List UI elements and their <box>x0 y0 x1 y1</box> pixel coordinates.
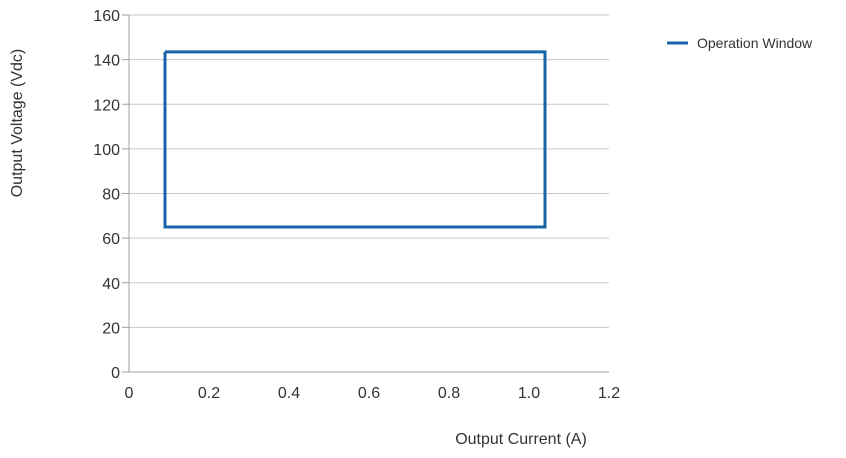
y-tick-labels: 0 20 40 60 80 100 120 140 160 <box>93 8 120 382</box>
x-tick-label: 0.2 <box>198 385 220 402</box>
y-tick-label: 80 <box>102 187 120 204</box>
y-tick-label: 0 <box>111 365 120 382</box>
legend: Operation Window <box>667 35 813 51</box>
series-line-operation-window <box>163 50 547 229</box>
y-axis-title: Output Voltage (Vdc) <box>9 49 26 198</box>
x-tick-label: 1.0 <box>518 385 540 402</box>
y-tick-label: 120 <box>93 97 120 114</box>
y-tick-label: 140 <box>93 53 120 70</box>
x-tick-labels: 0 0.2 0.4 0.6 0.8 1.0 1.2 <box>125 385 621 402</box>
grid-layer <box>122 14 609 373</box>
x-axis-title: Output Current (A) <box>455 431 587 448</box>
x-tick-label: 0.6 <box>358 385 380 402</box>
y-tick-label: 20 <box>102 320 120 337</box>
y-tick-label: 40 <box>102 276 120 293</box>
y-tick-label: 100 <box>93 142 120 159</box>
y-tick-label: 60 <box>102 231 120 248</box>
x-tick-label: 0.4 <box>278 385 300 402</box>
legend-label-operation-window: Operation Window <box>697 35 813 51</box>
x-tick-label: 0.8 <box>438 385 460 402</box>
x-tick-label: 0 <box>125 385 134 402</box>
y-tick-label: 160 <box>93 8 120 25</box>
x-tick-label: 1.2 <box>598 385 620 402</box>
series-layer <box>163 50 547 229</box>
axis-layer <box>128 15 609 373</box>
